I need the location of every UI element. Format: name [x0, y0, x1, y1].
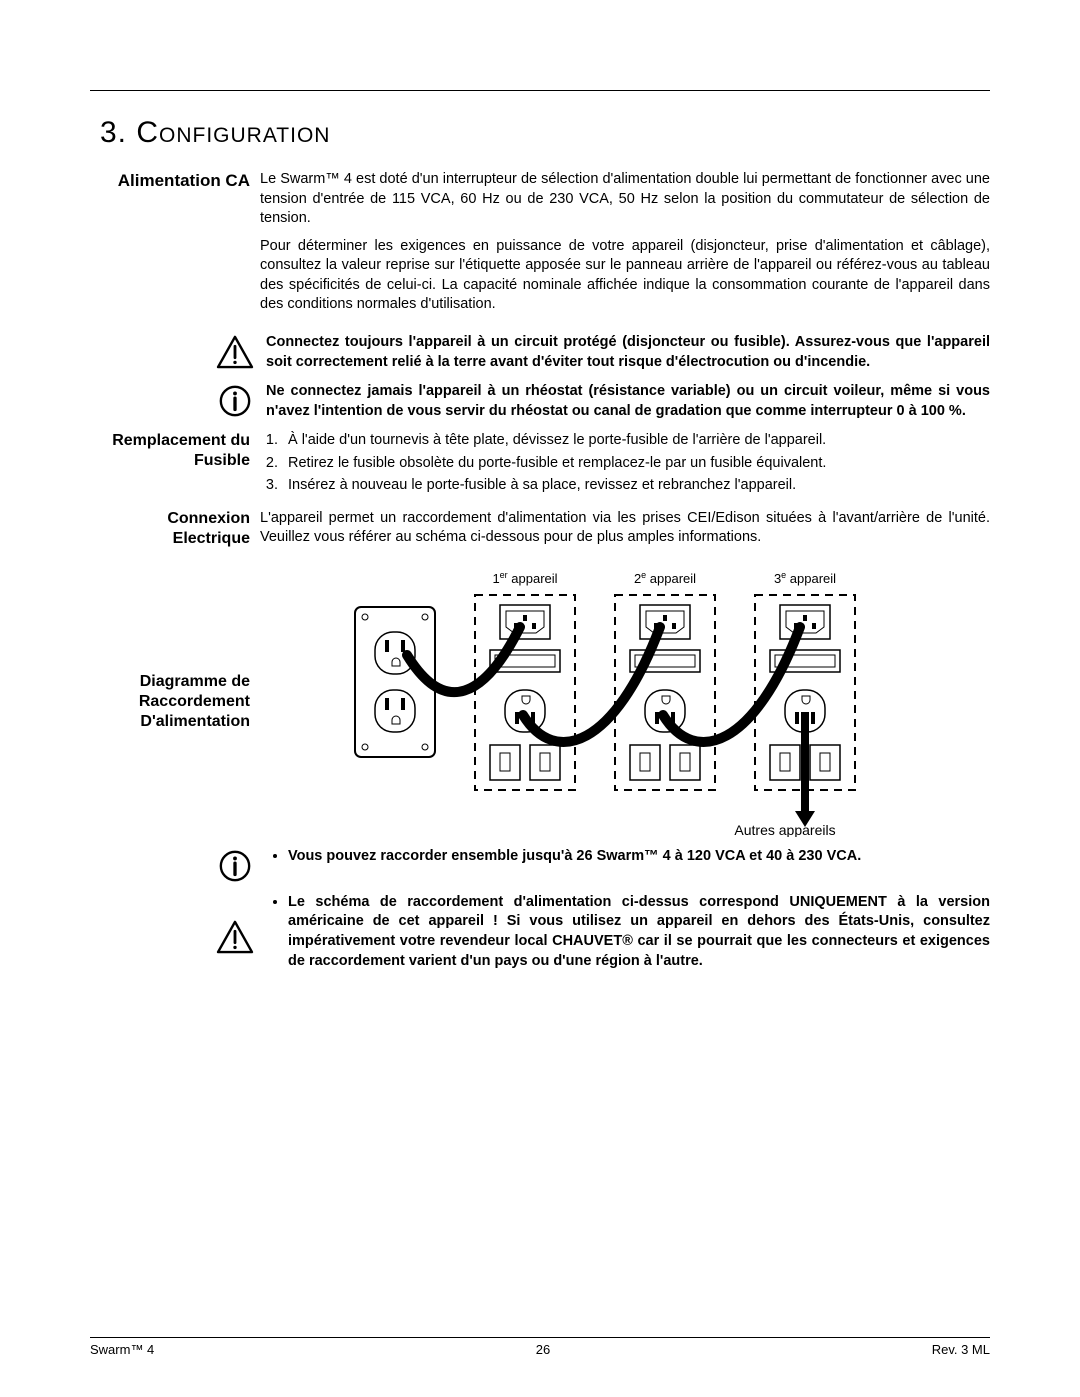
row-connexion: Connexion Electrique L'appareil permet u… — [90, 509, 990, 549]
row-warning-2: Le schéma de raccordement d'alimentation… — [90, 893, 990, 979]
row-warning-1: Connectez toujours l'appareil à un circu… — [90, 333, 990, 372]
footer-right: Rev. 3 ML — [932, 1342, 990, 1357]
warning-icon — [210, 333, 260, 372]
info-icon — [210, 382, 260, 421]
label-remplacement: Remplacement du Fusible — [90, 431, 260, 499]
para-alim-1: Le Swarm™ 4 est doté d'un interrupteur d… — [260, 170, 990, 229]
row-diagram: Diagramme de Raccordement D'alimentation… — [90, 567, 990, 837]
footer-center: 26 — [536, 1342, 550, 1357]
row-info-1: Ne connectez jamais l'appareil à un rhéo… — [90, 382, 990, 421]
label-alimentation: Alimentation CA — [90, 170, 260, 323]
rule-top — [90, 90, 990, 91]
svg-text:2e appareil: 2e appareil — [634, 570, 696, 586]
section-heading: 3. Configuration — [100, 116, 990, 150]
step-2: Retirez le fusible obsolète du porte-fus… — [282, 454, 990, 474]
warning-icon-2 — [210, 893, 260, 979]
body-remplacement: À l'aide d'un tournevis à tête plate, dé… — [260, 431, 990, 499]
row-alimentation: Alimentation CA Le Swarm™ 4 est doté d'u… — [90, 170, 990, 323]
step-1: À l'aide d'un tournevis à tête plate, dé… — [282, 431, 990, 451]
note-bullet-2: Le schéma de raccordement d'alimentation… — [288, 893, 990, 971]
info-text-1: Ne connectez jamais l'appareil à un rhéo… — [266, 382, 990, 421]
svg-text:1er appareil: 1er appareil — [492, 570, 557, 586]
power-link-diagram: 1er appareil 2e appareil 3e appareil — [260, 567, 990, 837]
label-diagram: Diagramme de Raccordement D'alimentation — [90, 672, 260, 732]
note-text-2: Le schéma de raccordement d'alimentation… — [266, 893, 990, 979]
footer-rule — [90, 1337, 990, 1338]
svg-text:3e appareil: 3e appareil — [774, 570, 836, 586]
body-connexion: L'appareil permet un raccordement d'alim… — [260, 509, 990, 549]
page-footer: Swarm™ 4 26 Rev. 3 ML — [90, 1337, 990, 1357]
footer-left: Swarm™ 4 — [90, 1342, 154, 1357]
para-alim-2: Pour déterminer les exigences en puissan… — [260, 237, 990, 315]
label-connexion: Connexion Electrique — [90, 509, 260, 549]
page: 3. Configuration Alimentation CA Le Swar… — [0, 0, 1080, 1397]
note-bullet-1: Vous pouvez raccorder ensemble jusqu'à 2… — [288, 847, 990, 867]
note-text-1: Vous pouvez raccorder ensemble jusqu'à 2… — [266, 847, 990, 883]
info-icon-2 — [210, 847, 260, 883]
warning-text-1: Connectez toujours l'appareil à un circu… — [266, 333, 990, 372]
body-alimentation: Le Swarm™ 4 est doté d'un interrupteur d… — [260, 170, 990, 323]
row-info-2: Vous pouvez raccorder ensemble jusqu'à 2… — [90, 847, 990, 883]
step-3: Insérez à nouveau le porte-fusible à sa … — [282, 476, 990, 496]
steps-list: À l'aide d'un tournevis à tête plate, dé… — [260, 431, 990, 496]
svg-text:Autres appareils: Autres appareils — [734, 822, 835, 837]
row-remplacement: Remplacement du Fusible À l'aide d'un to… — [90, 431, 990, 499]
